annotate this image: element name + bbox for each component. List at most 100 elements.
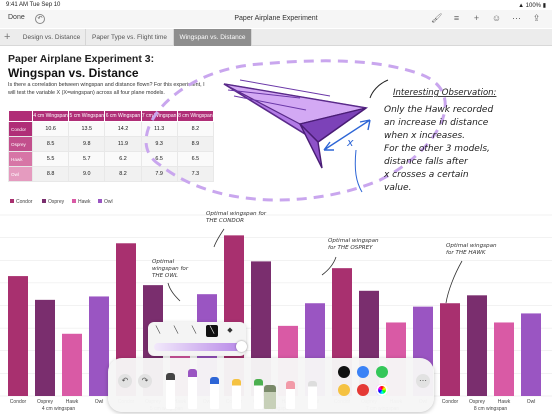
table-cell[interactable]: 7.3: [176, 166, 215, 182]
format-brush-icon[interactable]: 🖌: [431, 13, 443, 23]
sheet-tabs: + Design vs. Distance Paper Type vs. Fli…: [0, 29, 552, 46]
status-battery: ▲ 100% ▮: [518, 3, 546, 9]
legend-label: Hawk: [78, 199, 91, 205]
legend-swatch: [98, 199, 102, 203]
stroke-width-palette[interactable]: ╲ ╲ ╲ ╲ ◆: [148, 322, 247, 356]
tab-paper-type-vs-flight-time[interactable]: Paper Type vs. Flight time: [86, 29, 174, 46]
stroke-thin[interactable]: ╲: [155, 327, 161, 334]
bar-owl: [89, 296, 109, 396]
tick-label: Owl: [95, 399, 104, 405]
sketch-wingspan-arrow: [323, 119, 371, 151]
collaborate-icon[interactable]: ☺: [491, 13, 502, 23]
stroke-thick[interactable]: ◆: [227, 327, 233, 334]
observation-line: value.: [384, 183, 411, 193]
bar-condor: [116, 243, 136, 396]
legend-label: Condor: [16, 199, 33, 205]
bar-owl: [521, 313, 541, 396]
wingspan-x-label: x: [346, 136, 354, 149]
marker-tool-icon[interactable]: [188, 369, 197, 409]
observation-title: Interesting Observation:: [393, 88, 497, 98]
sketch-pointer-line: [354, 149, 363, 193]
stroke-medium[interactable]: ╲: [191, 327, 197, 334]
table-cell[interactable]: 6.5: [140, 151, 178, 167]
table-cell[interactable]: 5.5: [31, 151, 70, 167]
hawk-note-arrow: [445, 260, 463, 304]
add-sheet-icon[interactable]: +: [4, 31, 11, 43]
legend-swatch: [42, 199, 46, 203]
observation-line: x crosses a certain: [383, 170, 469, 180]
more-options-icon[interactable]: ⋯: [416, 374, 430, 388]
color-red-swatch[interactable]: [357, 384, 369, 396]
table-cell[interactable]: 14.2: [104, 121, 142, 137]
table-cell[interactable]: 13.5: [68, 121, 106, 137]
data-table[interactable]: 4 cm Wingspan 5 cm Wingspan 6 cm Wingspa…: [8, 110, 215, 182]
redo-icon[interactable]: ↷: [138, 374, 152, 388]
table-cell[interactable]: 8.2: [104, 166, 142, 182]
observation-arrow: [369, 79, 389, 99]
status-bar: 9:41 AM Tue Sep 10 ▲ 100% ▮: [0, 0, 552, 10]
stroke-thin-medium[interactable]: ╲: [173, 327, 179, 334]
opacity-slider[interactable]: [154, 341, 247, 352]
tab-design-vs-distance[interactable]: Design vs. Distance: [18, 29, 86, 46]
table-row[interactable]: Osprey 8.5 9.8 11.9 9.3 8.9: [8, 136, 215, 152]
stroke-thick-selected[interactable]: ╲: [206, 325, 218, 337]
owl-note: Optimal: [152, 259, 175, 265]
tick-label: Hawk: [66, 399, 79, 405]
table-cell[interactable]: 8.8: [31, 166, 70, 182]
pen-tool-icon[interactable]: [166, 373, 175, 409]
pencil-tool-icon[interactable]: [210, 377, 219, 409]
table-row-label: Hawk: [8, 151, 33, 167]
table-row-label: Osprey: [8, 136, 33, 152]
opacity-slider-thumb[interactable]: [236, 341, 247, 352]
table-cell[interactable]: 9.8: [68, 136, 106, 152]
list-icon[interactable]: ≡: [453, 13, 460, 23]
owl-note: THE OWL: [152, 273, 178, 279]
lasso-tool-icon[interactable]: [308, 381, 317, 409]
osprey-note: Optimal wingspan: [328, 238, 379, 244]
highlighter-tool-icon[interactable]: [232, 379, 241, 409]
table-cell[interactable]: 8.9: [176, 136, 215, 152]
color-black-swatch[interactable]: [338, 366, 350, 378]
observation-line: For the other 3 models,: [384, 144, 490, 154]
color-green-swatch[interactable]: [376, 366, 388, 378]
legend-swatch: [10, 199, 14, 203]
document-title: Paper Airplane Experiment: [234, 15, 318, 22]
tab-wingspan-vs-distance[interactable]: Wingspan vs. Distance: [174, 29, 252, 46]
observation-note: Only the Hawk recorded an increase in dis…: [383, 105, 493, 193]
legend-label: Owl: [104, 199, 113, 205]
color-blue-swatch[interactable]: [357, 366, 369, 378]
eraser-tool-icon[interactable]: [286, 381, 295, 409]
observation-line: an increase in distance: [384, 118, 489, 128]
condor-note-arrow: [213, 228, 225, 248]
observation-line: Only the Hawk recorded: [384, 105, 493, 115]
crayon-tool-icon[interactable]: [254, 379, 263, 409]
table-row[interactable]: Owl 8.8 9.0 8.2 7.9 7.3: [8, 166, 215, 182]
owl-note: wingspan for: [152, 266, 189, 272]
owl-note-arrow: [167, 282, 181, 302]
bar-condor: [8, 276, 28, 396]
table-row[interactable]: Hawk 5.5 5.7 6.2 6.5 6.5: [8, 151, 215, 167]
fill-tool-icon[interactable]: [264, 385, 276, 409]
legend-swatch: [72, 199, 76, 203]
table-cell[interactable]: 8.2: [176, 121, 215, 137]
more-icon[interactable]: ⋯: [512, 13, 521, 23]
page-heading: Paper Airplane Experiment 3:: [8, 53, 155, 65]
tick-label: Osprey: [469, 399, 486, 405]
undo-icon[interactable]: ↶: [35, 14, 45, 24]
color-yellow-swatch[interactable]: [338, 384, 350, 396]
table-cell[interactable]: 9.0: [68, 166, 106, 182]
bar-osprey: [467, 295, 487, 396]
page-title: Wingspan vs. Distance: [8, 66, 139, 80]
table-cell[interactable]: 11.3: [140, 121, 178, 137]
table-cell[interactable]: 11.9: [104, 136, 142, 152]
done-button[interactable]: Done: [8, 14, 25, 21]
category-label: 4 cm wingspan: [42, 406, 76, 412]
tick-label: Condor: [10, 399, 27, 405]
add-icon[interactable]: +: [473, 13, 480, 23]
sketch-dashed-oval: [144, 59, 447, 202]
table-cell[interactable]: 6.2: [104, 151, 142, 167]
share-icon[interactable]: ⇪: [532, 13, 541, 23]
undo-icon[interactable]: ↶: [118, 374, 132, 388]
color-picker-swatch[interactable]: [376, 384, 388, 396]
app-toolbar: Done ↶ Paper Airplane Experiment 🖌 ≡ + ☺…: [0, 10, 552, 28]
